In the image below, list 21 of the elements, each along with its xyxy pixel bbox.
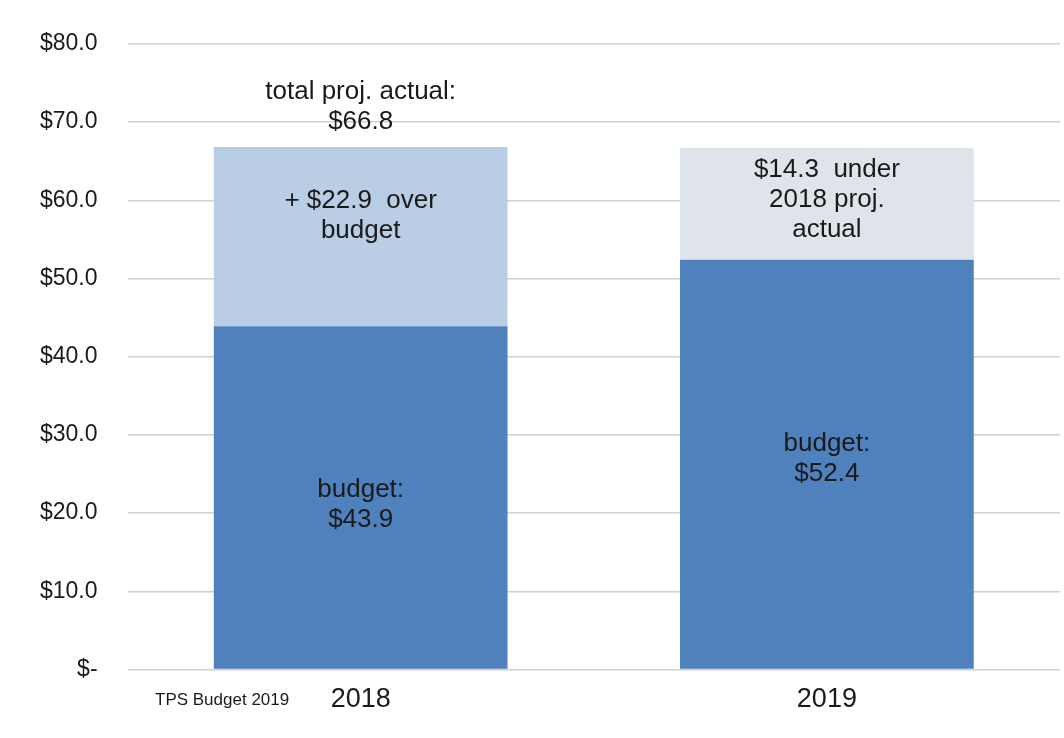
- bar: [213, 326, 508, 669]
- bar: [213, 147, 508, 327]
- y-tick-label: $40.0: [39, 342, 98, 369]
- y-tick-label: $10.0: [39, 576, 98, 603]
- x-tick-label: 2019: [796, 683, 857, 714]
- y-tick-label: $-: [77, 654, 98, 681]
- annotation: budget: $52.4: [783, 426, 871, 487]
- annotation: budget: $43.9: [317, 473, 405, 534]
- y-tick-label: $80.0: [39, 29, 98, 56]
- y-tick-label: $20.0: [39, 498, 98, 525]
- y-tick-label: $60.0: [39, 185, 98, 212]
- y-tick-label: $30.0: [39, 420, 98, 447]
- annotation: total proj. actual: $66.8: [265, 74, 457, 135]
- annotation: $14.3 under 2018 proj. actual: [753, 153, 901, 244]
- y-tick-label: $70.0: [39, 107, 98, 134]
- x-tick-label: 2018: [330, 683, 391, 714]
- y-tick-label: $50.0: [39, 263, 98, 290]
- annotation: + $22.9 over budget: [284, 184, 438, 245]
- bar: [680, 147, 974, 260]
- text: TPS Budget 2019: [155, 690, 290, 710]
- bar: [680, 259, 974, 669]
